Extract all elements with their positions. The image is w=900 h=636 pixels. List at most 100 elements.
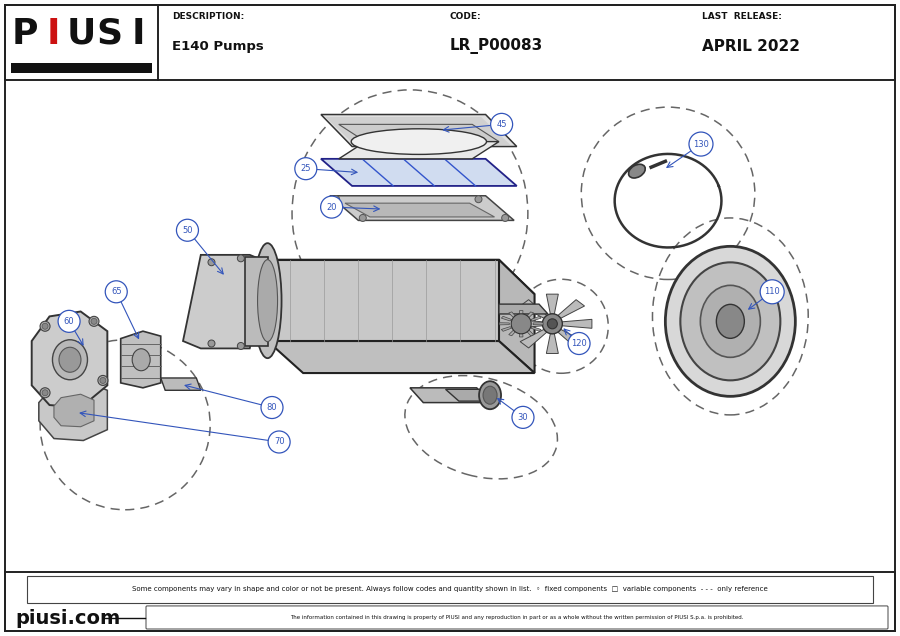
Text: 25: 25 [301,164,311,173]
Polygon shape [558,300,584,318]
Polygon shape [546,334,558,354]
Polygon shape [267,259,535,294]
Ellipse shape [628,164,645,178]
Circle shape [568,333,590,354]
Circle shape [42,390,48,396]
Circle shape [100,377,106,384]
Text: Some components may vary in shape and color or not be present. Always follow cod: Some components may vary in shape and co… [132,586,768,593]
Polygon shape [520,300,547,318]
Text: 60: 60 [64,317,75,326]
Text: E140 Pumps: E140 Pumps [172,40,264,53]
Polygon shape [519,331,523,337]
Text: 70: 70 [274,438,284,446]
Circle shape [512,406,534,429]
Polygon shape [513,319,543,328]
Polygon shape [508,329,517,336]
Polygon shape [321,159,517,186]
Circle shape [475,196,482,203]
Bar [11,63,152,73]
Polygon shape [526,329,534,336]
Polygon shape [446,389,494,401]
Polygon shape [531,327,541,331]
Polygon shape [161,378,201,391]
Polygon shape [338,125,499,142]
Circle shape [91,319,97,324]
Ellipse shape [483,386,497,404]
Polygon shape [501,327,511,331]
Circle shape [105,281,127,303]
Ellipse shape [680,262,780,380]
Polygon shape [183,255,267,349]
Circle shape [491,113,513,135]
Text: 120: 120 [572,339,587,348]
Text: The information contained in this drawing is property of PIUSI and any reproduct: The information contained in this drawin… [290,615,743,620]
Ellipse shape [257,259,277,342]
Circle shape [511,314,531,334]
Polygon shape [531,316,541,321]
Circle shape [320,196,343,218]
Text: I: I [47,17,60,50]
Circle shape [501,214,508,221]
Polygon shape [410,388,490,403]
Polygon shape [546,294,558,314]
Polygon shape [329,196,514,221]
Circle shape [176,219,198,241]
Ellipse shape [254,243,282,358]
Text: LR_P00083: LR_P00083 [450,38,544,54]
Ellipse shape [52,340,87,380]
Ellipse shape [716,305,744,338]
Circle shape [98,375,108,385]
Text: piusi.com: piusi.com [15,609,121,628]
Text: 50: 50 [182,226,193,235]
Polygon shape [533,322,543,325]
Polygon shape [326,117,510,145]
Circle shape [238,255,245,262]
Text: 80: 80 [266,403,277,412]
Polygon shape [499,304,548,314]
Polygon shape [321,114,517,146]
Polygon shape [246,258,267,346]
Polygon shape [54,394,94,427]
Text: 30: 30 [518,413,528,422]
Polygon shape [267,259,499,341]
Circle shape [760,280,784,304]
Circle shape [40,388,50,398]
Polygon shape [338,142,499,159]
Circle shape [333,196,339,203]
Circle shape [58,310,80,333]
Text: DESCRIPTION:: DESCRIPTION: [172,11,244,21]
Polygon shape [508,312,517,318]
Circle shape [42,323,48,329]
Polygon shape [499,259,535,373]
Ellipse shape [665,246,796,396]
Text: CODE:: CODE: [450,11,482,21]
Circle shape [40,321,50,331]
Polygon shape [562,319,592,328]
Circle shape [547,319,557,329]
Text: 110: 110 [764,287,780,296]
Circle shape [89,316,99,326]
Circle shape [268,431,290,453]
Ellipse shape [132,349,150,371]
Text: 45: 45 [497,120,507,129]
Text: I: I [131,17,145,50]
Bar [27,576,873,603]
Text: S: S [96,17,122,50]
Polygon shape [121,331,161,388]
Polygon shape [558,329,584,348]
Circle shape [208,340,215,347]
Text: 65: 65 [111,287,122,296]
Polygon shape [39,380,107,441]
Ellipse shape [700,286,760,357]
Text: U: U [67,17,96,50]
Polygon shape [526,312,534,318]
Polygon shape [267,341,535,373]
Circle shape [238,342,245,349]
Circle shape [295,158,317,180]
Ellipse shape [59,347,81,372]
Circle shape [208,259,215,266]
Text: APRIL 2022: APRIL 2022 [702,39,800,54]
Circle shape [359,214,366,221]
Polygon shape [520,329,547,348]
Polygon shape [500,322,509,325]
